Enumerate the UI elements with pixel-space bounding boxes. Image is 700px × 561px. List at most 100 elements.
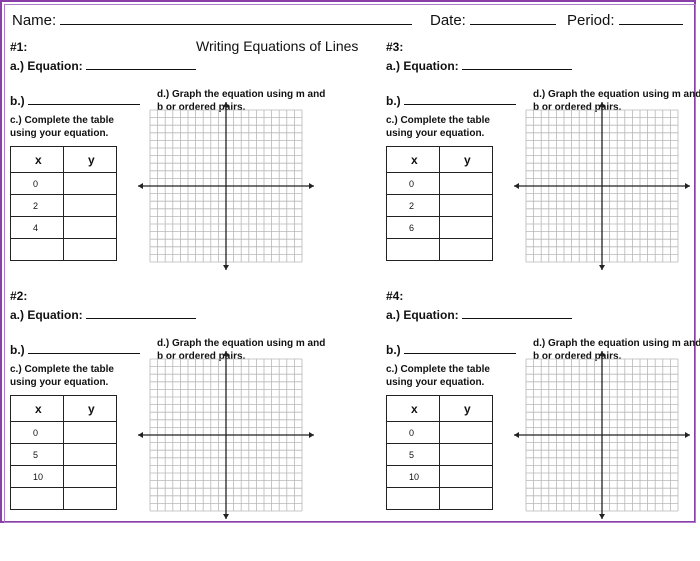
equation-blank[interactable] [462, 58, 573, 70]
table-instructions: c.) Complete the table using your equati… [386, 115, 490, 139]
equation-blank[interactable] [86, 307, 197, 319]
x-cell: 6 [386, 216, 440, 239]
table-row: 5 [10, 443, 117, 466]
table-header-row: x y [386, 146, 493, 173]
x-cell: 0 [386, 172, 440, 195]
table-row: 0 [386, 421, 493, 444]
equation-field[interactable]: a.) Equation: [386, 307, 573, 322]
x-cell: 4 [10, 216, 64, 239]
slope-blank[interactable] [28, 342, 141, 354]
slope-blank[interactable] [404, 342, 517, 354]
x-cell: 10 [386, 465, 440, 488]
problem-number: #3: [386, 40, 404, 54]
y-cell[interactable] [63, 216, 117, 239]
equation-field[interactable]: a.) Equation: [10, 58, 197, 73]
slope-label: b.) [10, 343, 25, 357]
table-row: 10 [386, 465, 493, 488]
slope-field[interactable]: b.) [10, 342, 141, 357]
x-cell [10, 487, 64, 510]
y-axis-up-arrow [223, 351, 229, 356]
table-row: 0 [10, 172, 117, 195]
date-blank[interactable] [470, 10, 557, 25]
date-field[interactable]: Date: [430, 10, 557, 29]
date-label: Date: [430, 12, 466, 29]
coordinate-grid[interactable] [512, 351, 700, 561]
table-instructions: c.) Complete the table using your equati… [386, 364, 490, 388]
y-cell[interactable] [439, 216, 493, 239]
problem-number: #2: [10, 289, 28, 303]
y-cell[interactable] [439, 172, 493, 195]
table-row: 10 [10, 465, 117, 488]
period-label: Period: [567, 12, 615, 29]
coordinate-grid[interactable] [136, 351, 346, 561]
y-cell[interactable] [439, 443, 493, 466]
table-row: 5 [386, 443, 493, 466]
coordinate-grid[interactable] [136, 102, 346, 312]
x-axis-right-arrow [685, 183, 690, 189]
slope-blank[interactable] [28, 93, 141, 105]
table-row [386, 487, 493, 510]
problem-number: #4: [386, 289, 404, 303]
y-cell[interactable] [439, 465, 493, 488]
y-cell[interactable] [63, 465, 117, 488]
slope-label: b.) [386, 343, 401, 357]
period-field[interactable]: Period: [567, 10, 683, 29]
table-header-row: x y [10, 395, 117, 422]
y-axis-down-arrow [599, 514, 605, 519]
y-cell[interactable] [63, 172, 117, 195]
xy-table: x y 0 2 6 [386, 146, 493, 261]
x-cell: 0 [10, 421, 64, 444]
table-instructions: c.) Complete the table using your equati… [10, 115, 114, 139]
x-header: x [386, 146, 440, 173]
table-row [10, 487, 117, 510]
coordinate-grid[interactable] [512, 102, 700, 312]
problem-1: #1: a.) Equation: b.) d.) Graph the equa… [10, 40, 350, 280]
x-axis-left-arrow [514, 432, 519, 438]
y-cell[interactable] [439, 238, 493, 261]
x-axis-right-arrow [309, 432, 314, 438]
page-inner-border [4, 4, 696, 523]
y-cell[interactable] [63, 238, 117, 261]
y-axis-down-arrow [223, 514, 229, 519]
xy-table: x y 0 5 10 [10, 395, 117, 510]
table-row: 4 [10, 216, 117, 239]
y-cell[interactable] [63, 487, 117, 510]
name-blank[interactable] [60, 10, 413, 25]
table-instructions: c.) Complete the table using your equati… [10, 364, 114, 388]
y-axis-up-arrow [599, 102, 605, 107]
table-row: 2 [386, 194, 493, 217]
equation-blank[interactable] [462, 307, 573, 319]
slope-label: b.) [10, 94, 25, 108]
xy-table: x y 0 5 10 [386, 395, 493, 510]
x-header: x [10, 395, 64, 422]
y-cell[interactable] [63, 194, 117, 217]
equation-field[interactable]: a.) Equation: [386, 58, 573, 73]
y-cell[interactable] [439, 487, 493, 510]
equation-label: a.) Equation: [386, 308, 459, 322]
name-field[interactable]: Name: [12, 10, 413, 29]
y-cell[interactable] [439, 421, 493, 444]
x-cell: 0 [10, 172, 64, 195]
slope-field[interactable]: b.) [10, 93, 141, 108]
y-cell[interactable] [63, 443, 117, 466]
graph-instructions: d.) Graph the equation using m and b or … [157, 338, 326, 362]
y-cell[interactable] [439, 194, 493, 217]
equation-blank[interactable] [86, 58, 197, 70]
x-axis-left-arrow [138, 183, 143, 189]
table-row [386, 238, 493, 261]
xy-table: x y 0 2 4 [10, 146, 117, 261]
x-axis-right-arrow [685, 432, 690, 438]
worksheet-title: Writing Equations of Lines [196, 38, 359, 54]
period-blank[interactable] [618, 10, 683, 25]
slope-blank[interactable] [404, 93, 517, 105]
y-axis-down-arrow [599, 265, 605, 270]
problem-2: #2: a.) Equation: b.) d.) Graph the equa… [10, 289, 350, 529]
x-cell: 0 [386, 421, 440, 444]
equation-field[interactable]: a.) Equation: [10, 307, 197, 322]
y-cell[interactable] [63, 421, 117, 444]
table-header-row: x y [386, 395, 493, 422]
table-row: 2 [10, 194, 117, 217]
slope-field[interactable]: b.) [386, 342, 517, 357]
slope-field[interactable]: b.) [386, 93, 517, 108]
x-axis-right-arrow [309, 183, 314, 189]
